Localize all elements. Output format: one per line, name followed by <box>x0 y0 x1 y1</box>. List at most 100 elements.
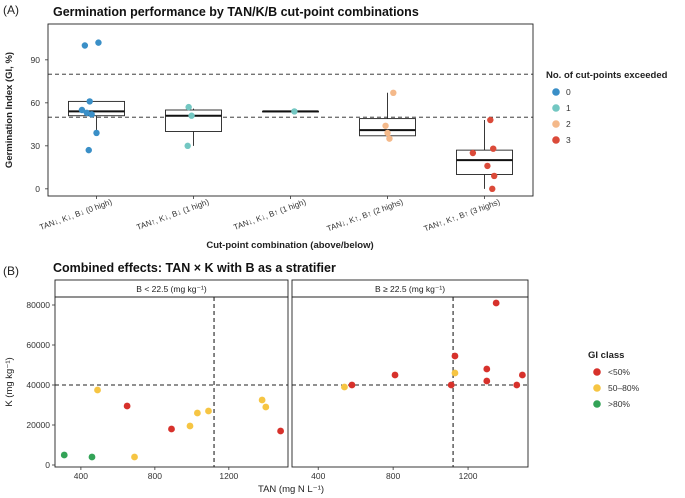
legend-label: 0 <box>566 87 571 97</box>
legend-label: >80% <box>608 399 630 409</box>
panel-a-x-tick-label: TAN↓, K↓, B↓ (0 high) <box>38 197 113 232</box>
facet-right-frame <box>291 296 529 468</box>
legend-label: 2 <box>566 119 571 129</box>
legend-label: 1 <box>566 103 571 113</box>
panel-a-x-tick-label: TAN↑, K↓, B↓ (1 high) <box>135 197 210 232</box>
panel-a-reference-lines <box>48 73 533 118</box>
box <box>68 100 125 117</box>
panel-b-y-tick-label: 40000 <box>26 380 50 390</box>
panel-a-y-tick-label: 60 <box>31 98 41 108</box>
panel-a-y-axis-label: Germination Index (GI, %) <box>4 52 15 168</box>
panel-b-y-tick-label: 20000 <box>26 420 50 430</box>
panel-a-points <box>78 39 498 193</box>
panel-b-y-tick-label: 80000 <box>26 300 50 310</box>
panel-a-y-tick-label: 30 <box>31 141 41 151</box>
panel-b-reference-lines <box>55 297 528 467</box>
tan-k-point <box>131 453 138 461</box>
panel-b-y-tick-label: 60000 <box>26 340 50 350</box>
tan-k-point <box>391 371 399 379</box>
gi-point <box>95 39 102 46</box>
gi-point <box>390 89 397 97</box>
facet-left-frame <box>54 296 289 468</box>
panel-a-x-tick-label: TAN↓, K↑, B↑ (2 highs) <box>326 197 405 233</box>
tan-k-point <box>258 396 266 404</box>
tan-k-point <box>518 371 526 379</box>
tan-k-point <box>513 381 521 389</box>
tan-k-point <box>186 422 194 430</box>
gi-point <box>78 106 86 114</box>
panel-b-title: Combined effects: TAN × K with B as a st… <box>53 261 336 275</box>
tan-k-point <box>88 453 96 461</box>
panel-a-legend-title: No. of cut-points exceeded <box>546 70 668 81</box>
gi-point <box>184 142 191 150</box>
gi-point <box>83 109 91 117</box>
gi-point <box>88 111 95 118</box>
tan-k-point <box>94 386 101 394</box>
legend-swatch <box>552 136 560 144</box>
panel-b-left-x-tick-labels: 400 800 1200 <box>74 467 239 481</box>
gi-point <box>384 129 391 137</box>
gi-point <box>85 146 92 154</box>
panel-b-right-x-tick-labels: 400 800 1200 <box>311 467 478 481</box>
tan-k-point <box>348 381 356 389</box>
tan-k-point <box>60 451 68 459</box>
panel-a-x-tick-label: TAN↑, K↑, B↑ (3 highs) <box>423 197 502 233</box>
gi-point <box>484 162 491 170</box>
panel-b-x-tick-label: 1200 <box>219 471 238 481</box>
legend-label: 50–80% <box>608 383 640 393</box>
panel-a-y-tick-labels: 0 30 60 90 <box>31 55 48 194</box>
gi-point <box>469 149 477 157</box>
gi-point <box>86 98 93 105</box>
tan-k-point <box>447 381 455 389</box>
legend-swatch <box>552 88 560 96</box>
panel-a-x-tick-label: TAN↓, K↓, B↑ (1 high) <box>232 197 307 232</box>
panel-b-legend-title: GI class <box>588 350 624 361</box>
gi-point <box>185 103 192 111</box>
panel-b-x-axis-label: TAN (mg N L⁻¹) <box>258 484 324 495</box>
tan-k-point <box>168 425 175 433</box>
panel-b-x-tick-label: 800 <box>148 471 162 481</box>
gi-point <box>487 116 494 124</box>
panel-a-boxes <box>68 92 513 189</box>
box <box>456 149 513 175</box>
panel-a-x-axis-label: Cut-point combination (above/below) <box>206 240 373 251</box>
tan-k-point <box>483 377 491 385</box>
panel-b-legend: GI class <50% 50–80% >80% <box>588 350 640 409</box>
panel-a-legend: No. of cut-points exceeded 0 1 2 3 <box>546 70 668 145</box>
gi-point <box>491 172 498 180</box>
tan-k-point <box>193 409 201 417</box>
panel-b-points <box>60 299 526 461</box>
panel-b-x-tick-label: 400 <box>311 471 325 481</box>
panel-a-x-tick-labels: TAN↓, K↓, B↓ (0 high) TAN↑, K↓, B↓ (1 hig… <box>38 196 501 233</box>
legend-label: <50% <box>608 367 630 377</box>
gi-point <box>93 129 100 137</box>
panel-a-label: (A) <box>3 3 19 17</box>
tan-k-point <box>492 299 500 307</box>
gi-point <box>81 42 89 49</box>
tan-k-point <box>262 403 270 411</box>
facet-strip-right-label: B ≥ 22.5 (mg kg⁻¹) <box>375 284 445 294</box>
tan-k-point <box>451 369 459 377</box>
legend-swatch <box>552 120 560 128</box>
tan-k-point <box>341 383 348 391</box>
gi-point <box>386 135 393 142</box>
panel-b: (B) Combined effects: TAN × K with B as … <box>3 261 640 495</box>
legend-swatch <box>593 400 601 408</box>
tan-k-point <box>483 365 491 373</box>
legend-label: 3 <box>566 135 571 145</box>
panel-b-x-tick-label: 400 <box>74 471 88 481</box>
legend-swatch <box>593 384 601 392</box>
panel-b-x-tick-label: 800 <box>386 471 400 481</box>
panel-a-title: Germination performance by TAN/K/B cut-p… <box>53 5 419 19</box>
panel-a: (A) Germination performance by TAN/K/B c… <box>3 3 668 251</box>
tan-k-point <box>123 402 131 410</box>
gi-point <box>490 145 497 152</box>
tan-k-point <box>277 427 285 435</box>
panel-a-y-tick-label: 90 <box>31 55 41 65</box>
panel-b-label: (B) <box>3 264 19 278</box>
gi-point <box>489 185 496 193</box>
panel-b-y-tick-label: 0 <box>45 460 50 470</box>
legend-swatch <box>552 104 560 112</box>
facet-strip-left-label: B < 22.5 (mg kg⁻¹) <box>136 284 207 294</box>
panel-a-y-tick-label: 0 <box>35 184 40 194</box>
